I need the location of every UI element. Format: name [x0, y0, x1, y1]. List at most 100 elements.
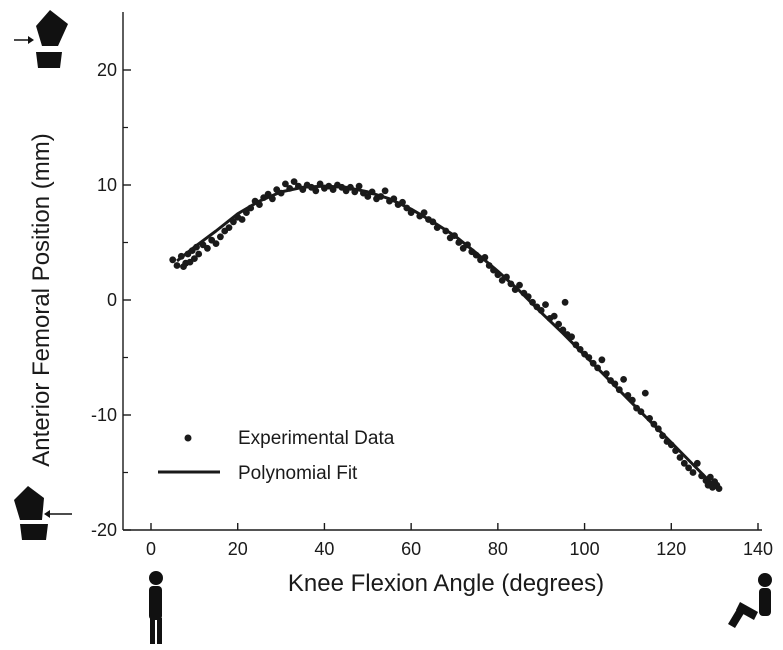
data-point [277, 189, 285, 197]
legend: Experimental Data Polynomial Fit [158, 428, 395, 484]
data-point [407, 209, 415, 217]
data-point [576, 346, 584, 353]
data-point [312, 187, 320, 195]
x-tick-label: 60 [401, 539, 421, 559]
data-point [173, 262, 181, 269]
data-point [193, 243, 200, 251]
data-point [264, 190, 272, 198]
y-tick-label: -20 [91, 520, 117, 540]
y-tick-label: -10 [91, 405, 117, 425]
x-tick-label: 0 [146, 539, 156, 559]
x-tick-label: 100 [570, 539, 600, 559]
data-point [490, 266, 497, 274]
y-tick-label: 20 [97, 60, 117, 80]
data-point [524, 293, 532, 300]
data-point [247, 204, 255, 212]
data-point [680, 459, 688, 467]
data-point [169, 256, 177, 264]
x-tick-label: 140 [743, 539, 773, 559]
data-point [637, 408, 645, 415]
y-tick-label: 10 [97, 175, 117, 195]
data-point [177, 252, 185, 260]
data-point [650, 420, 658, 428]
x-axis-title: Knee Flexion Angle (degrees) [288, 570, 604, 597]
data-point [282, 180, 289, 188]
data-point [572, 341, 580, 349]
data-point [377, 193, 385, 200]
data-point [542, 301, 549, 308]
data-point [451, 232, 458, 240]
legend-marker-data [184, 434, 192, 442]
data-point [676, 454, 684, 461]
data-point [420, 209, 428, 217]
data-point [550, 312, 558, 320]
data-point [464, 241, 471, 249]
data-point [715, 485, 723, 492]
x-tick-label: 20 [228, 539, 248, 559]
data-point [299, 186, 307, 194]
data-point [620, 376, 627, 383]
data-point [659, 432, 666, 440]
data-point [217, 233, 224, 241]
data-point [329, 186, 337, 194]
data-point [672, 447, 679, 454]
plot-area: -20 -10 0 10 20 0 20 40 60 80 100 120 140 [91, 12, 773, 559]
standing-figure-icon [149, 571, 163, 644]
data-point [355, 182, 363, 190]
data-point [529, 298, 536, 306]
data-point [594, 364, 601, 372]
data-point [507, 280, 515, 288]
x-tick-label: 80 [488, 539, 508, 559]
data-point [455, 239, 463, 246]
data-point [615, 386, 623, 394]
data-series [169, 178, 723, 492]
legend-label-data: Experimental Data [238, 428, 395, 449]
data-point [559, 326, 567, 334]
data-point [286, 185, 294, 192]
data-point [585, 354, 593, 361]
data-point [230, 218, 237, 226]
data-point [485, 262, 493, 269]
data-point [602, 370, 610, 377]
data-point [204, 244, 211, 252]
y-axis-title: Anterior Femoral Position (mm) [28, 133, 55, 466]
data-point [667, 441, 675, 449]
data-point [568, 333, 575, 341]
x-axis: 0 20 40 60 80 100 120 140 [123, 523, 773, 559]
data-point [429, 218, 437, 226]
data-point [689, 469, 697, 476]
data-point [290, 178, 298, 186]
data-point [654, 425, 662, 433]
data-point [433, 224, 441, 232]
data-point [516, 281, 523, 289]
data-point [442, 227, 450, 235]
y-tick-label: 0 [107, 290, 117, 310]
data-point [256, 201, 263, 209]
data-point [589, 359, 597, 367]
data-point [598, 356, 606, 364]
data-point [698, 472, 705, 480]
y-axis: -20 -10 0 10 20 [91, 12, 131, 540]
data-point [347, 183, 354, 191]
data-point [403, 204, 411, 212]
data-point [685, 464, 692, 472]
x-tick-label: 40 [314, 539, 334, 559]
data-point [243, 209, 250, 217]
data-point [555, 320, 562, 328]
data-point [225, 224, 233, 232]
data-point [537, 307, 545, 314]
data-point [481, 254, 489, 261]
data-point [399, 198, 406, 206]
data-point [212, 240, 220, 248]
data-point [706, 473, 714, 481]
legend-label-fit: Polynomial Fit [238, 463, 358, 484]
data-point [368, 188, 376, 196]
x-tick-label: 120 [656, 539, 686, 559]
knee-posterior-icon [14, 486, 72, 540]
data-point [561, 298, 569, 306]
knee-anterior-icon [14, 10, 68, 68]
data-point [646, 415, 653, 422]
data-point [624, 392, 632, 399]
data-point [641, 389, 649, 397]
